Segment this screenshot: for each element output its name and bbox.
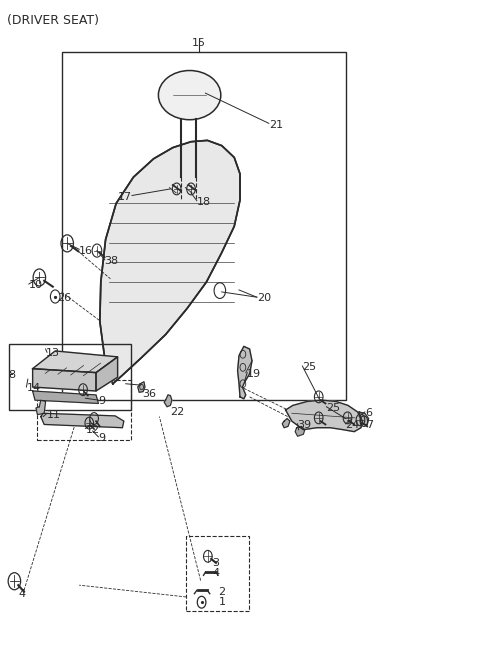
Text: 13: 13 <box>46 348 60 358</box>
Text: 38: 38 <box>105 256 119 266</box>
Text: 19: 19 <box>247 369 261 379</box>
Polygon shape <box>33 369 96 391</box>
Text: 10: 10 <box>29 280 43 291</box>
Bar <box>62 52 346 400</box>
Polygon shape <box>36 400 46 415</box>
Text: 25: 25 <box>302 362 316 373</box>
Text: 39: 39 <box>298 420 312 430</box>
Polygon shape <box>164 395 172 407</box>
Polygon shape <box>138 382 145 392</box>
Bar <box>9 344 131 410</box>
Text: 25: 25 <box>326 403 340 413</box>
Text: 7: 7 <box>366 420 373 430</box>
Polygon shape <box>96 357 118 391</box>
Polygon shape <box>282 419 290 428</box>
Text: 22: 22 <box>170 407 185 417</box>
Text: 36: 36 <box>143 388 156 399</box>
Bar <box>186 536 249 611</box>
Text: 1: 1 <box>218 597 226 607</box>
Bar <box>37 380 131 440</box>
Text: 26: 26 <box>57 293 71 304</box>
Text: 6: 6 <box>365 408 372 419</box>
Text: 4: 4 <box>212 568 219 579</box>
Text: 24: 24 <box>346 420 360 430</box>
Polygon shape <box>286 400 362 432</box>
Text: 11: 11 <box>47 409 61 420</box>
Text: 21: 21 <box>269 119 283 130</box>
Polygon shape <box>359 412 369 425</box>
Text: 15: 15 <box>192 37 206 48</box>
Text: (DRIVER SEAT): (DRIVER SEAT) <box>7 14 99 28</box>
Ellipse shape <box>158 70 221 119</box>
Polygon shape <box>33 391 98 403</box>
Text: 9: 9 <box>98 433 106 443</box>
Text: 9: 9 <box>98 396 106 407</box>
Polygon shape <box>33 351 118 373</box>
Text: 12: 12 <box>85 424 99 435</box>
Polygon shape <box>238 346 252 399</box>
Text: 18: 18 <box>197 197 211 207</box>
Text: 14: 14 <box>26 383 40 394</box>
Text: 17: 17 <box>118 192 132 202</box>
Text: 20: 20 <box>257 293 271 304</box>
Text: 16: 16 <box>79 245 93 256</box>
Text: 8: 8 <box>9 370 16 380</box>
Polygon shape <box>41 413 124 428</box>
Text: 2: 2 <box>218 586 226 597</box>
Polygon shape <box>295 426 305 436</box>
Text: 3: 3 <box>212 558 219 568</box>
Text: 4: 4 <box>18 588 25 599</box>
Polygon shape <box>100 140 240 384</box>
